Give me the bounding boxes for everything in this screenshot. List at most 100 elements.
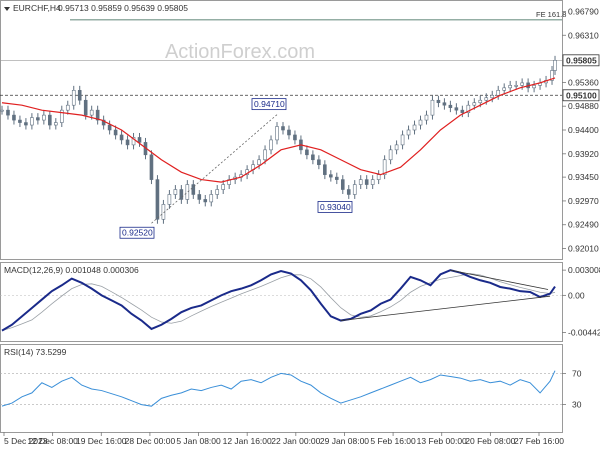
candle-body [0,109,4,112]
candle-body [101,119,106,126]
x-tick-label: 5 Jan 08:00 [176,436,221,446]
candle-body [221,184,226,190]
price-tag-box [562,89,600,102]
candle-body [203,199,208,203]
candle-body [275,126,279,141]
rsi-label: RSI(14) 73.5299 [4,347,67,357]
candle-body [454,107,459,111]
price-tag-label: 0.95100 [566,90,597,100]
candle-body [412,124,417,131]
candle-body [317,159,321,166]
x-tick-label: 5 Feb 16:00 [370,436,416,446]
candle-body [358,179,363,185]
moving-average-line [1,77,556,183]
price-annotation-label: 0.94710 [254,99,285,109]
candle-body [30,117,34,126]
candle-body [293,134,297,141]
candle-body [77,90,82,101]
x-tick-label: 12 Dec 08:00 [27,436,78,446]
candle-body [370,179,375,185]
price-tick-label: 0.95360 [568,77,599,87]
price-tick-label: 0.96310 [568,30,599,40]
x-tick-label: 27 Feb 16:00 [514,436,564,446]
macd-tick-label: -0.004426 [568,328,600,338]
price-annotation-box [317,201,353,213]
candle-body [36,117,40,121]
candle-body [532,85,536,89]
price-tick-label: 0.92970 [568,196,599,206]
macd-label: MACD(12,26,9) 0.001048 0.000306 [4,265,139,275]
candle-body [269,139,273,151]
candle-body [305,149,309,156]
candle-body [42,114,46,121]
price-annotation-box [119,226,155,239]
candle-body [382,159,387,175]
price-tick-label: 0.94880 [568,101,599,111]
candle-body [436,99,441,104]
candle-body [12,114,16,121]
candle-body [388,149,393,161]
candle-body [107,124,112,131]
candle-body [48,114,52,126]
price-tick-label: 0.92490 [568,220,599,230]
candle-body [400,134,405,146]
rsi-panel-frame [0,344,563,433]
candle-body [460,109,465,113]
candle-body [24,122,28,126]
candle-body [185,184,190,200]
candle-body [71,90,76,106]
candle-body [394,144,399,151]
candle-body [514,85,518,87]
x-tick-label: 19 Dec 16:00 [76,436,127,446]
candle-body [329,174,333,178]
candle-body [448,104,453,108]
price-annotation-box [251,98,287,111]
candle-body [149,154,154,180]
candle-body [89,109,94,116]
x-tick-label: 28 Dec 00:00 [125,436,176,446]
candle-body [478,99,483,104]
candle-body [334,176,339,180]
candle-body [484,97,489,101]
candle-body [167,194,172,205]
x-tick-label: 5 Dec 2023 [4,436,48,446]
candle-body [125,139,130,146]
fib-label: FE 161.8 [536,10,566,19]
price-tick-label: 0.92010 [568,244,599,254]
price-tag-label: 0.95805 [566,55,597,65]
candle-body [65,104,70,111]
rsi-tick-label: 30 [572,400,582,410]
candle-body [553,60,557,71]
candle-body [490,94,495,99]
candle-body [281,126,285,131]
candle-body [352,184,357,195]
rsi-line [1,370,556,407]
candle-body [406,129,411,136]
candle-body [376,174,381,180]
macd-signal-line [1,273,556,331]
macd-tick-label: 0.003008 [568,265,600,275]
macd-trendline-upper [450,269,549,290]
price-annotation-label: 0.93040 [320,202,351,212]
candle-body [418,119,423,126]
candle-body [155,179,160,220]
rsi-tick-label: 70 [572,368,582,378]
candle-body [466,104,471,113]
triangle-down-icon [4,7,10,11]
candle-body [179,189,184,200]
candle-body [430,99,435,116]
candle-body [131,137,136,146]
x-tick-label: 22 Jan 00:00 [271,436,320,446]
price-tag-box [562,54,600,67]
candle-body [424,114,429,121]
candle-body [95,109,100,121]
macd-trendline-lower [340,295,551,321]
x-tick-label: 20 Feb 08:00 [465,436,515,446]
candle-body [263,149,267,161]
candle-body [215,189,220,195]
candle-body [137,137,142,143]
candle-body [83,99,88,116]
candle-body [59,109,64,123]
candle-body [257,159,261,166]
candle-body [496,90,501,96]
